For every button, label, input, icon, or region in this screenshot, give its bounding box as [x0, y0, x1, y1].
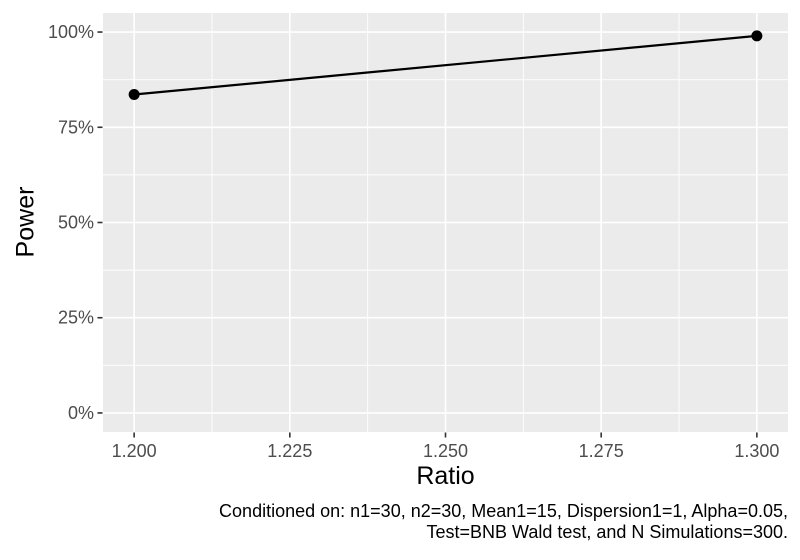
y-tick-label: 0%	[68, 403, 94, 423]
x-tick-label: 1.225	[267, 441, 312, 461]
data-point	[751, 30, 763, 42]
y-tick-label: 100%	[48, 22, 94, 42]
y-tick-label: 25%	[58, 308, 94, 328]
plot-caption: Conditioned on: n1=30, n2=30, Mean1=15, …	[219, 501, 788, 543]
x-tick-label: 1.250	[423, 441, 468, 461]
caption-line-2: Test=BNB Wald test, and N Simulations=30…	[426, 522, 788, 542]
power-vs-ratio-line-chart: 1.200 1.225 1.250 1.275 1.300 0% 25% 50% 75% 100%	[48, 13, 788, 461]
x-tick-label: 1.200	[112, 441, 157, 461]
data-point	[128, 89, 140, 101]
y-tick-label: 50%	[58, 213, 94, 233]
y-tick-label: 75%	[58, 117, 94, 137]
caption-line-1: Conditioned on: n1=30, n2=30, Mean1=15, …	[219, 501, 788, 521]
x-axis-title: Ratio	[416, 462, 475, 490]
x-tick-label: 1.275	[579, 441, 624, 461]
data-line	[133, 34, 758, 96]
y-axis-title: Power	[11, 186, 40, 258]
x-tick-label: 1.300	[734, 441, 779, 461]
